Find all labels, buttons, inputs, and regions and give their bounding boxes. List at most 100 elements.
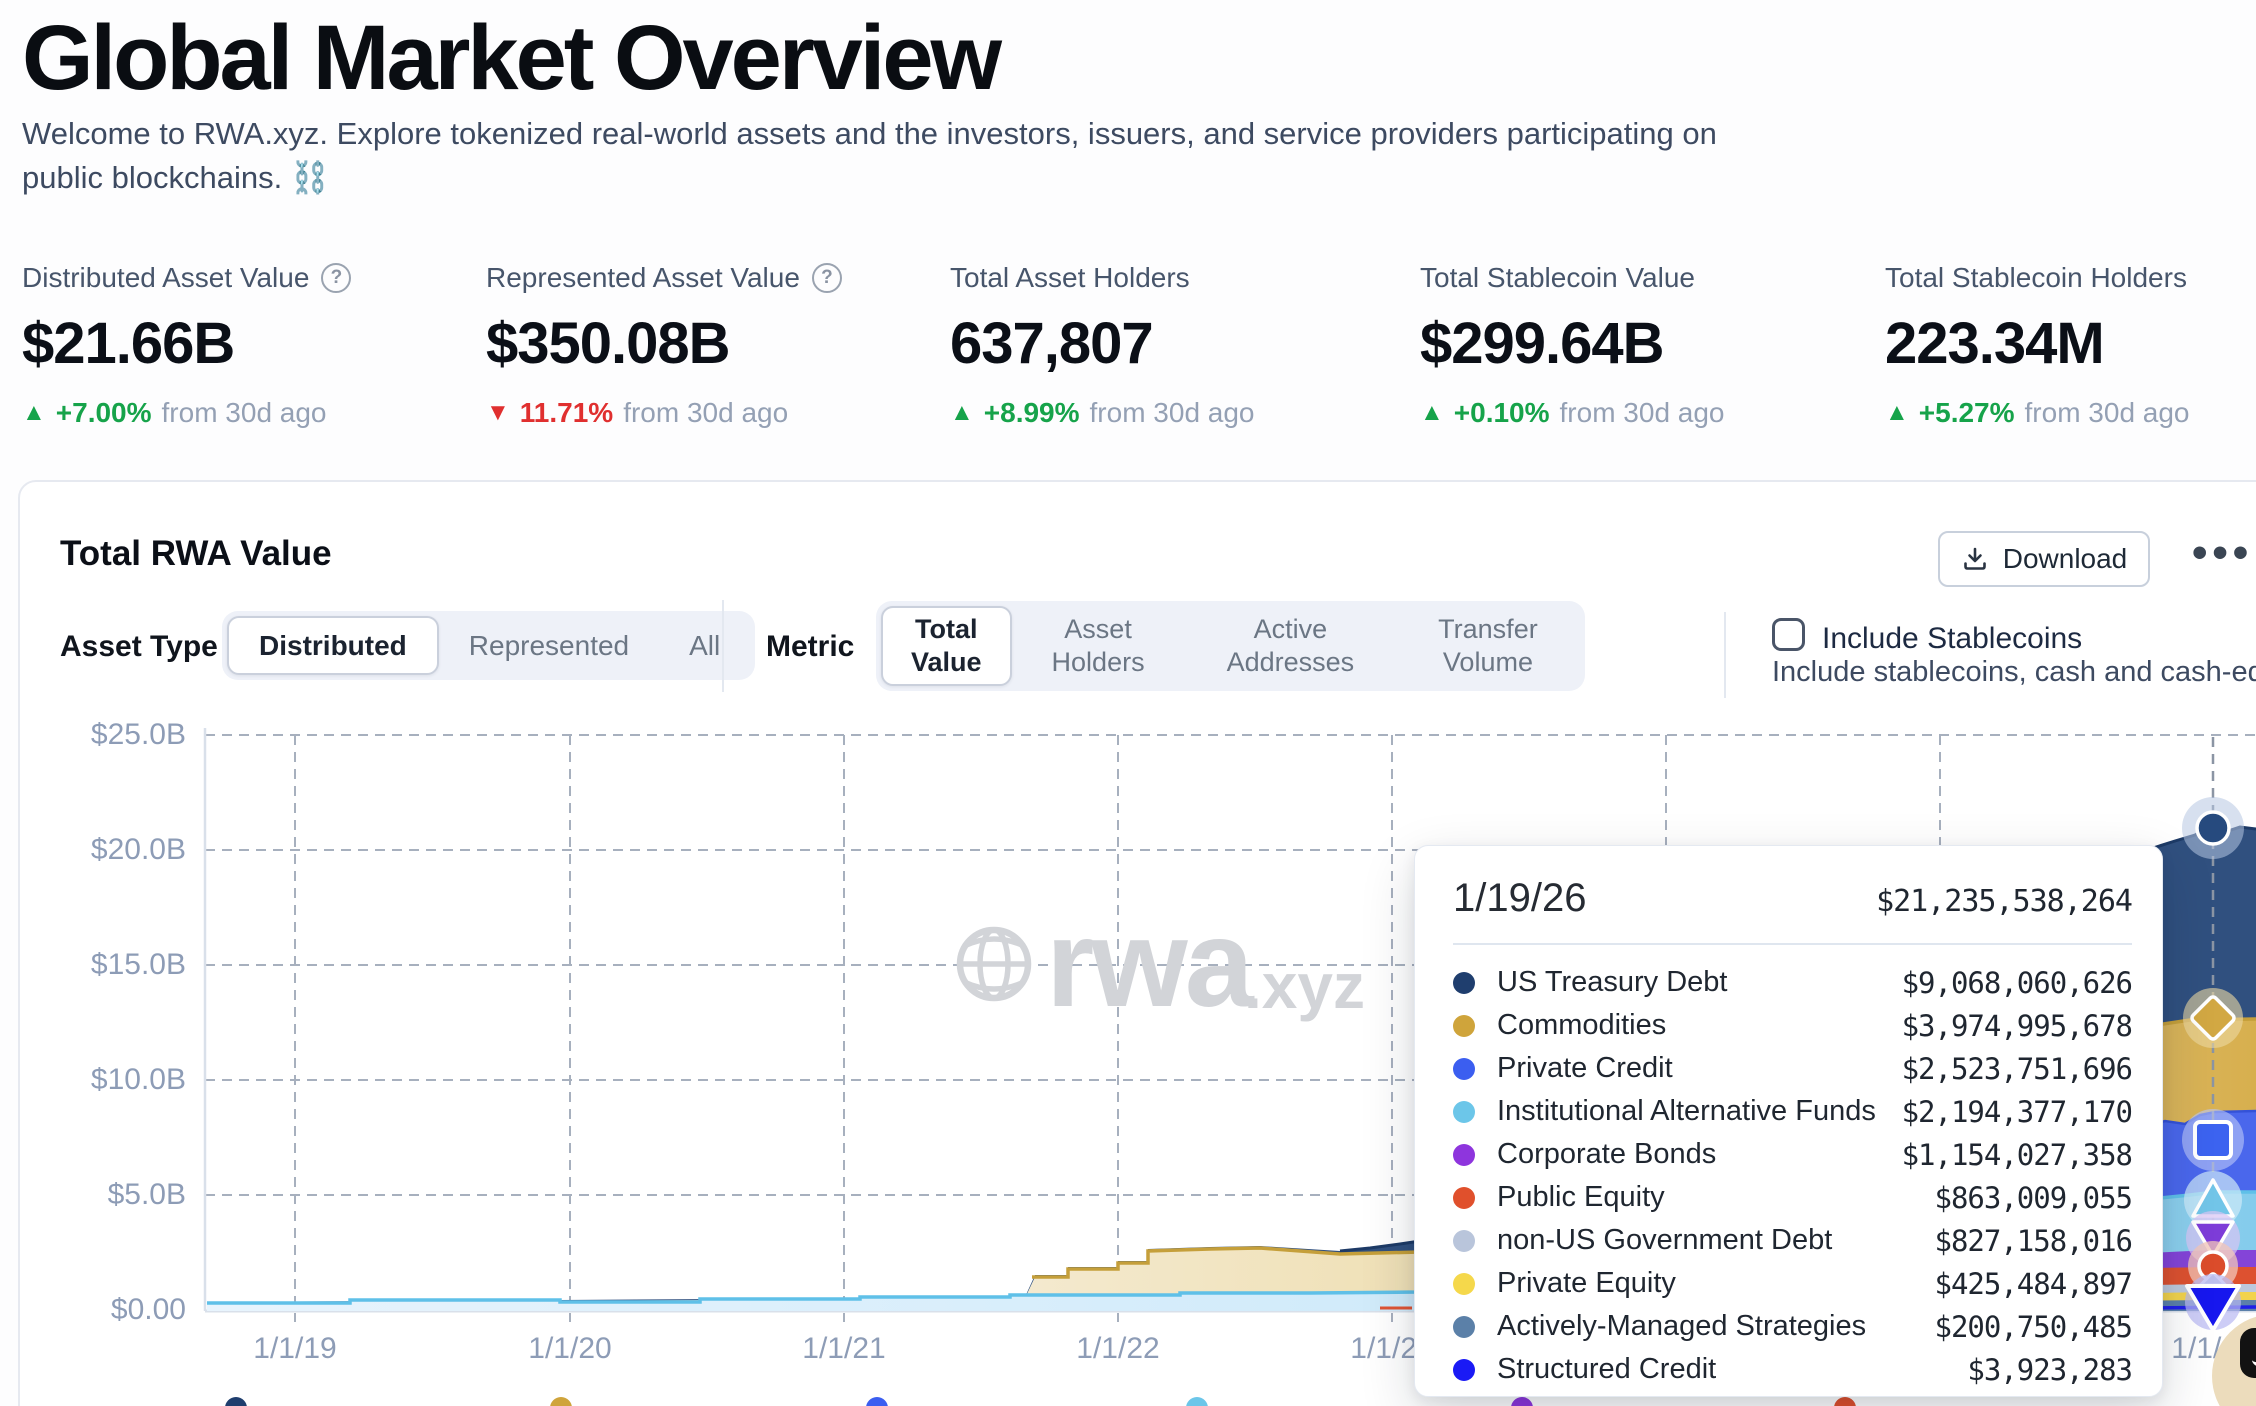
stat-label: Total Stablecoin Holders (1885, 262, 2187, 293)
delta-up-icon: ▲ (22, 399, 46, 426)
y-tick-10b: $10.0B (90, 1063, 186, 1096)
include-stablecoins-checkbox[interactable] (1772, 618, 1805, 651)
y-tick-0: $0.00 (110, 1293, 186, 1326)
series-dot (1453, 1057, 1475, 1080)
metric-option-active-addresses[interactable]: Active Addresses (1226, 614, 1355, 677)
help-icon[interactable]: ? (321, 263, 352, 293)
tooltip-row: Structured Credit $3,923,283 (1415, 1348, 2162, 1391)
y-tick-5b: $5.0B (107, 1178, 186, 1211)
marker-private-credit (2193, 1120, 2233, 1160)
legend-dot-public-equity[interactable] (1834, 1397, 1856, 1406)
download-button[interactable]: Download (1938, 531, 2150, 587)
legend-dot-private-credit[interactable] (866, 1397, 888, 1406)
metric-option-asset-holders[interactable]: Asset Holders (1051, 614, 1145, 677)
tooltip-row: Institutional Alternative Funds $2,194,3… (1415, 1090, 2162, 1133)
more-options-button[interactable]: ••• (2192, 528, 2254, 577)
stat-value: $21.66B (22, 311, 235, 376)
stat-total-asset-holders: Total Asset Holders 637,807 ▲ +8.99% fro… (950, 262, 1390, 429)
marker-commodities (2190, 995, 2236, 1041)
stat-represented-asset-value: Represented Asset Value ? $350.08B ▼ 11.… (486, 262, 926, 429)
y-tick-15b: $15.0B (90, 948, 186, 981)
help-icon[interactable]: ? (811, 263, 842, 293)
asset-type-segmented-control: Distributed Represented All (222, 611, 756, 680)
metric-segmented-control: Total Value Asset Holders Active Address… (876, 601, 1585, 691)
delta-up-icon: ▲ (1420, 399, 1444, 426)
legend-dot-corporate-bonds[interactable] (1511, 1397, 1533, 1406)
include-stablecoins-label[interactable]: Include Stablecoins (1822, 622, 2083, 655)
stat-label: Distributed Asset Value (22, 262, 310, 293)
stat-label: Total Asset Holders (950, 262, 1190, 293)
stat-distributed-asset-value: Distributed Asset Value ? $21.66B ▲ +7.0… (22, 262, 462, 429)
series-dot (1453, 1358, 1475, 1381)
tooltip-row: Corporate Bonds $1,154,027,358 (1415, 1133, 2162, 1176)
x-tick-2021: 1/1/21 (802, 1332, 886, 1365)
x-tick-2022: 1/1/22 (1076, 1332, 1160, 1365)
series-dot (1453, 1143, 1475, 1166)
series-dot (1453, 1100, 1475, 1123)
controls-divider-2 (1724, 612, 1726, 698)
delta-percent: +7.00% (55, 397, 152, 428)
series-dot (1453, 971, 1475, 994)
stat-value: $350.08B (486, 311, 731, 376)
page-subtitle: Welcome to RWA.xyz. Explore tokenized re… (22, 112, 1717, 200)
series-dot (1453, 1014, 1475, 1037)
tooltip-total: $21,235,538,264 (1876, 884, 2133, 919)
series-dot (1453, 1229, 1475, 1252)
chart-tooltip: 1/19/26 $21,235,538,264 US Treasury Debt… (1414, 845, 2163, 1397)
metric-label: Metric (766, 630, 855, 663)
delta-percent: +0.10% (1453, 397, 1550, 428)
tooltip-divider (1453, 943, 2132, 945)
stat-value: 223.34M (1885, 311, 2105, 376)
include-stablecoins-description: Include stablecoins, cash and cash-equiv… (1772, 656, 2256, 688)
delta-suffix: from 30d ago (623, 397, 789, 428)
tooltip-row: Private Equity $425,484,897 (1415, 1262, 2162, 1305)
controls-divider (722, 600, 724, 692)
tooltip-row: Private Credit $2,523,751,696 (1415, 1047, 2162, 1090)
svg-text:.xyz: .xyz (1244, 950, 1365, 1022)
tooltip-row: US Treasury Debt $9,068,060,626 (1415, 961, 2162, 1004)
svg-text:rwa: rwa (1046, 895, 1255, 1033)
asset-type-option-distributed[interactable]: Distributed (227, 616, 439, 675)
stat-value: 637,807 (950, 311, 1154, 376)
marker-us-treasury-debt (2195, 810, 2231, 846)
floating-widget-app-icon (2240, 1328, 2256, 1378)
legend-dot-commodities[interactable] (550, 1397, 572, 1406)
tooltip-date: 1/19/26 (1453, 876, 1587, 920)
delta-percent: +5.27% (1918, 397, 2015, 428)
subtitle-line-2: public blockchains. ⛓️ (22, 160, 330, 195)
delta-percent: 11.71% (519, 397, 614, 428)
subtitle-line-1: Welcome to RWA.xyz. Explore tokenized re… (22, 116, 1717, 151)
asset-type-label: Asset Type (60, 630, 218, 663)
legend-dot-institutional-alternative-funds[interactable] (1186, 1397, 1208, 1406)
tooltip-row: non-US Government Debt $827,158,016 (1415, 1219, 2162, 1262)
rwa-xyz-watermark: rwa .xyz (956, 895, 1365, 1033)
delta-suffix: from 30d ago (161, 397, 327, 428)
series-dot (1453, 1272, 1475, 1295)
stat-total-stablecoin-value: Total Stablecoin Value $299.64B ▲ +0.10%… (1420, 262, 1860, 429)
tooltip-row: Actively-Managed Strategies $200,750,485 (1415, 1305, 2162, 1348)
stat-value: $299.64B (1420, 311, 1665, 376)
delta-up-icon: ▲ (950, 399, 974, 426)
delta-up-icon: ▲ (1885, 399, 1909, 426)
y-tick-20b: $20.0B (90, 833, 186, 866)
download-label: Download (2002, 543, 2128, 574)
legend-dot-us-treasury-debt[interactable] (225, 1397, 247, 1406)
delta-suffix: from 30d ago (1559, 397, 1725, 428)
stat-label: Represented Asset Value (486, 262, 800, 293)
series-markers (2182, 797, 2244, 1332)
metric-option-transfer-volume[interactable]: Transfer Volume (1438, 614, 1538, 677)
tooltip-row: Public Equity $863,009,055 (1415, 1176, 2162, 1219)
y-tick-25b: $25.0B (90, 718, 186, 751)
download-icon (1963, 547, 1986, 570)
asset-type-option-all[interactable]: All (689, 630, 721, 661)
marker-corporate-bonds (2191, 1220, 2235, 1258)
series-dot (1453, 1315, 1475, 1338)
delta-percent: +8.99% (983, 397, 1080, 428)
stat-label: Total Stablecoin Value (1420, 262, 1695, 293)
delta-suffix: from 30d ago (1089, 397, 1255, 428)
metric-option-total-value[interactable]: Total Value (881, 606, 1012, 686)
delta-down-icon: ▼ (486, 399, 510, 426)
x-tick-2020: 1/1/20 (528, 1332, 612, 1365)
asset-type-option-represented[interactable]: Represented (468, 630, 630, 661)
